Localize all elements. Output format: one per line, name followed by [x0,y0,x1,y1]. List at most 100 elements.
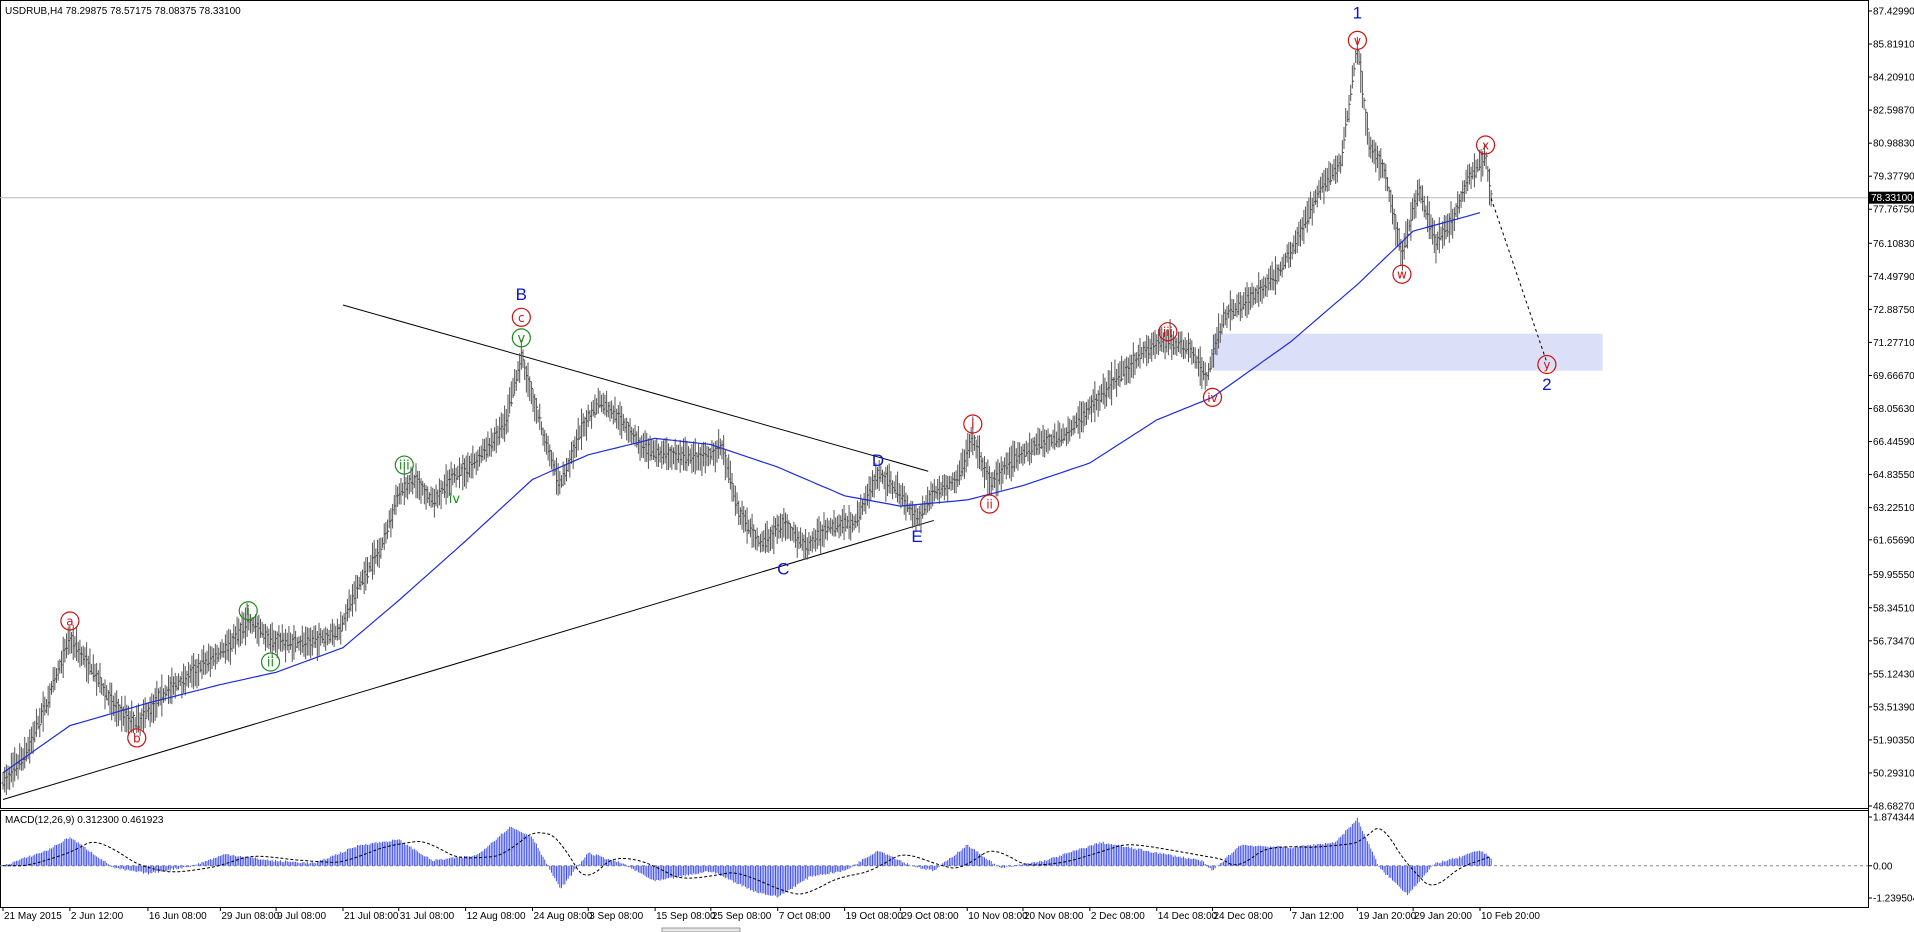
wave-label-circle [1475,135,1496,155]
wave-label: iii [399,459,410,474]
macd-axis: 1.874344 0.00 -1.239504 [1868,813,1914,905]
time-tick-label: 12 Aug 08:00 [467,911,526,922]
price-tick-label: 50.29310 [1873,768,1914,779]
time-tick-label: 2 Jun 12:00 [71,911,124,922]
time-tick-label: 7 Jan 12:00 [1291,911,1344,922]
moving-average [2,212,1481,774]
time-tick-label: 10 Feb 20:00 [1481,911,1540,922]
time-tick-label: 29 Jun 08:00 [221,911,279,922]
time-tick-label: 21 Jul 08:00 [344,911,399,922]
symbol-header: USDRUB,H4 78.29875 78.57175 78.08375 78.… [5,6,241,17]
time-tick-label: 2 Dec 08:00 [1091,911,1145,922]
time-tick-label: 10 Nov 08:00 [968,911,1028,922]
projection-line [1490,198,1548,363]
time-tick-label: 24 Aug 08:00 [533,911,592,922]
wave-label-circle [963,414,983,434]
wave-label: a [66,614,73,628]
wave-label-circle [1392,264,1412,284]
wave-label: 2 [1542,375,1551,394]
time-tick-label: 20 Nov 08:00 [1024,911,1084,922]
time-tick-label: 3 Sep 08:00 [589,911,643,922]
time-tick-label: 25 Sep 08:00 [712,911,772,922]
price-tick-label: 80.98830 [1873,139,1914,150]
price-tick-label: 85.81910 [1873,40,1914,51]
wave-label-circle [1202,387,1223,407]
trendline [2,519,934,800]
wave-label-circle [979,494,1000,514]
time-tick-label: 21 May 2015 [4,911,62,922]
price-tick-label: 68.05630 [1873,404,1914,415]
time-tick-label: 31 Jul 08:00 [400,911,455,922]
wave-label: 1 [1353,4,1362,23]
price-tick-label: 64.83550 [1873,470,1914,481]
wave-label: y [1543,358,1550,372]
wave-label-circle [127,728,147,748]
time-tick-label: 15 Sep 08:00 [656,911,716,922]
wave-label-circle [60,611,80,631]
price-tick-label: 82.59870 [1873,106,1914,117]
projection-line [1490,198,1548,363]
moving-average-line [2,212,1481,774]
scrollbar-thumb[interactable] [661,927,741,932]
price-tick-label: 63.22510 [1873,503,1914,514]
time-tick-label: 14 Dec 08:00 [1158,911,1218,922]
wave-label: E [911,527,922,546]
price-tick-label: 66.44590 [1873,437,1914,448]
price-tick-label: 53.51390 [1873,702,1914,713]
wave-label-circle [1158,322,1178,342]
wave-label: B [516,285,527,304]
price-tick-label: 48.68270 [1873,802,1914,813]
wave-label: i [971,418,974,432]
ohlc-bars [1,36,1493,795]
macd-signal-line [3,828,1492,895]
wave-label-circle [511,307,531,327]
price-tick-label: 51.90350 [1873,735,1914,746]
price-tick-label: 55.12430 [1873,669,1914,680]
price-tick-label: 61.65690 [1873,535,1914,546]
wave-label: iv [1207,391,1217,405]
price-tick-label: 76.10830 [1873,239,1914,250]
wave-label-circle [238,601,258,621]
current-price-label: 78.33100 [1871,193,1913,204]
time-tick-label: 7 Oct 08:00 [779,911,831,922]
price-tick-label: 87.42990 [1873,7,1914,18]
price-tick-label: 74.49790 [1873,272,1914,283]
price-tick-label: 77.76750 [1873,205,1914,216]
wave-label: c [518,311,525,325]
time-tick-label: 29 Oct 08:00 [901,911,959,922]
price-tick-label: 58.34510 [1873,603,1914,614]
macd-histogram [0,818,1868,898]
time-tick-label: 24 Dec 08:00 [1213,911,1273,922]
time-tick-label: 29 Jan 20:00 [1414,911,1472,922]
price-tick-label: 56.73470 [1873,636,1914,647]
wave-label: ii [986,498,993,512]
wave-label: x [1482,138,1489,152]
time-tick-label: 19 Oct 08:00 [846,911,904,922]
wave-label-circle [1347,30,1367,50]
price-tick-label: 71.27710 [1873,338,1914,349]
price-pane-frame [0,0,1869,809]
wave-label: C [777,560,789,579]
price-tick-label: 84.20910 [1873,73,1914,84]
wave-label-circle [1537,354,1557,375]
price-axis: 87.42990 85.81910 84.20910 82.59870 80.98830… [1868,7,1914,813]
wave-label: v [517,331,525,346]
wave-label-circle [260,652,281,672]
current-price-box [1869,191,1914,204]
macd-tick-label: 0.00 [1873,861,1893,872]
wave-label: ii [267,656,274,671]
wave-label-circle [394,455,414,475]
wave-label: iv [449,492,461,507]
trendline [342,304,929,472]
macd-pane-frame [0,810,1869,908]
price-tick-label: 79.37790 [1873,172,1914,183]
wave-label: iii [1163,325,1173,339]
time-axis: 21 May 2015 2 Jun 12:00 16 Jun 08:00 29 Jun… [2,907,1540,922]
wave-label: D [872,451,884,470]
price-tick-label: 72.88750 [1873,305,1914,316]
wave-label-circle [511,328,531,348]
macd-header: MACD(12,26,9) 0.312300 0.461923 [5,815,164,826]
wave-label: b [133,731,141,745]
